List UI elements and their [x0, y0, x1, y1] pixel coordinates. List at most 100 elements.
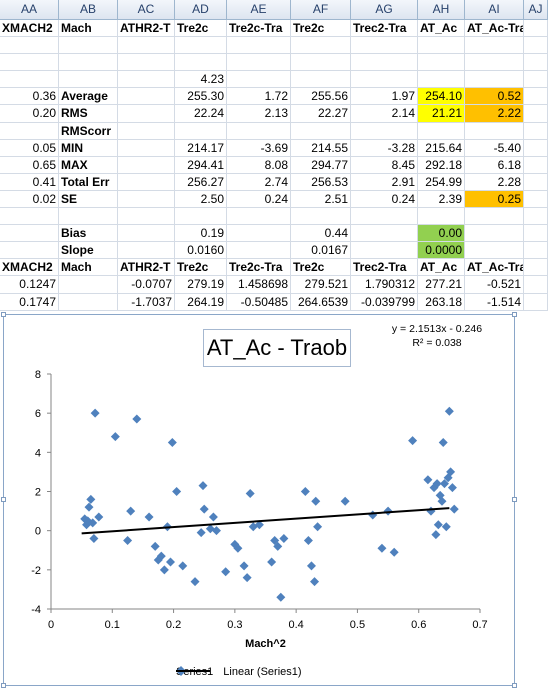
cell[interactable] [118, 122, 175, 139]
cell[interactable] [291, 122, 351, 139]
resize-handle-right[interactable] [512, 497, 517, 502]
cell[interactable]: Average [59, 88, 118, 105]
cell[interactable] [351, 54, 418, 71]
cell[interactable]: Tre2c [291, 259, 351, 276]
cell[interactable] [465, 37, 524, 54]
cell[interactable]: 1.790312 [351, 276, 418, 293]
cell[interactable] [291, 54, 351, 71]
cell[interactable]: 1.458698 [227, 276, 291, 293]
cell[interactable] [524, 156, 548, 173]
cell[interactable]: 0.41 [0, 173, 59, 190]
cell[interactable]: 255.30 [175, 88, 227, 105]
cell[interactable] [118, 88, 175, 105]
cell[interactable]: -0.0707 [118, 276, 175, 293]
cell[interactable] [524, 105, 548, 122]
cell[interactable] [465, 225, 524, 242]
column-header-ac[interactable]: AC [118, 0, 175, 19]
cell[interactable]: 279.19 [175, 276, 227, 293]
cell[interactable] [0, 208, 59, 225]
cell[interactable]: -0.521 [465, 276, 524, 293]
cell[interactable]: 277.21 [418, 276, 465, 293]
cell[interactable] [227, 225, 291, 242]
cell[interactable]: 21.21 [418, 105, 465, 122]
trendline-r-squared[interactable]: R² = 0.038 [412, 337, 462, 349]
column-header-ae[interactable]: AE [227, 0, 291, 19]
cell[interactable] [59, 293, 118, 310]
cell[interactable] [524, 242, 548, 259]
cell[interactable] [524, 276, 548, 293]
cell[interactable] [524, 173, 548, 190]
cell[interactable] [59, 54, 118, 71]
resize-handle-br[interactable] [512, 683, 517, 688]
cell[interactable]: 2.14 [351, 105, 418, 122]
cell[interactable] [118, 37, 175, 54]
cell[interactable] [524, 208, 548, 225]
column-header-ag[interactable]: AG [351, 0, 418, 19]
cell[interactable]: ATHR2-T [118, 259, 175, 276]
cell[interactable]: 8.08 [227, 156, 291, 173]
cell[interactable]: 292.18 [418, 156, 465, 173]
cell[interactable] [0, 122, 59, 139]
column-header-aj[interactable]: AJ [524, 0, 548, 19]
cell[interactable] [118, 173, 175, 190]
cell[interactable]: Tre2c [175, 259, 227, 276]
column-header-af[interactable]: AF [291, 0, 351, 19]
cell[interactable]: -1.514 [465, 293, 524, 310]
cell[interactable]: -1.7037 [118, 293, 175, 310]
cell[interactable]: 294.41 [175, 156, 227, 173]
cell[interactable]: 2.39 [418, 190, 465, 208]
cell[interactable]: -3.69 [227, 139, 291, 156]
column-header-ai[interactable]: AI [465, 0, 524, 19]
cell[interactable]: 22.27 [291, 105, 351, 122]
cell[interactable] [227, 54, 291, 71]
cell[interactable]: AT_Ac [418, 20, 465, 37]
cell[interactable]: 2.13 [227, 105, 291, 122]
column-header-ab[interactable]: AB [59, 0, 118, 19]
cell[interactable]: 264.19 [175, 293, 227, 310]
cell[interactable] [118, 105, 175, 122]
cell[interactable] [418, 71, 465, 88]
cell[interactable] [118, 156, 175, 173]
cell[interactable]: RMS [59, 105, 118, 122]
cell[interactable]: 2.50 [175, 190, 227, 208]
cell[interactable] [0, 225, 59, 242]
cell[interactable] [524, 71, 548, 88]
cell[interactable]: XMACH2 [0, 20, 59, 37]
cell[interactable]: 1.97 [351, 88, 418, 105]
cell[interactable]: 0.00 [418, 225, 465, 242]
cell[interactable] [465, 122, 524, 139]
cell[interactable]: AT_Ac-Traob [465, 20, 524, 37]
cell[interactable]: Slope [59, 242, 118, 259]
cell[interactable] [227, 208, 291, 225]
cell[interactable] [524, 122, 548, 139]
cell[interactable]: 6.18 [465, 156, 524, 173]
cell[interactable]: 0.1747 [0, 293, 59, 310]
cell[interactable] [418, 122, 465, 139]
cell[interactable]: 4.23 [175, 71, 227, 88]
cell[interactable]: 0.25 [465, 190, 524, 208]
cell[interactable]: 2.22 [465, 105, 524, 122]
cell[interactable]: MAX [59, 156, 118, 173]
cell[interactable] [59, 208, 118, 225]
cell[interactable]: 0.44 [291, 225, 351, 242]
cell[interactable]: -0.50485 [227, 293, 291, 310]
cell[interactable] [118, 71, 175, 88]
cell[interactable] [291, 208, 351, 225]
cell[interactable]: 0.0167 [291, 242, 351, 259]
column-header-ah[interactable]: AH [418, 0, 465, 19]
cell[interactable]: ATHR2-T [118, 20, 175, 37]
cell[interactable]: Trec2-Tra [351, 259, 418, 276]
chart-legend[interactable]: Series1 Linear (Series1) [176, 666, 302, 678]
cell[interactable]: 294.77 [291, 156, 351, 173]
cell[interactable] [291, 37, 351, 54]
cell[interactable] [118, 225, 175, 242]
cell[interactable] [175, 54, 227, 71]
cell[interactable] [291, 71, 351, 88]
cell[interactable]: 264.6539 [291, 293, 351, 310]
cell[interactable]: RMScorr [59, 122, 118, 139]
cell[interactable] [524, 139, 548, 156]
cell[interactable]: Total Err [59, 173, 118, 190]
cell[interactable]: SE [59, 190, 118, 208]
cell[interactable] [175, 122, 227, 139]
cell[interactable]: 2.74 [227, 173, 291, 190]
